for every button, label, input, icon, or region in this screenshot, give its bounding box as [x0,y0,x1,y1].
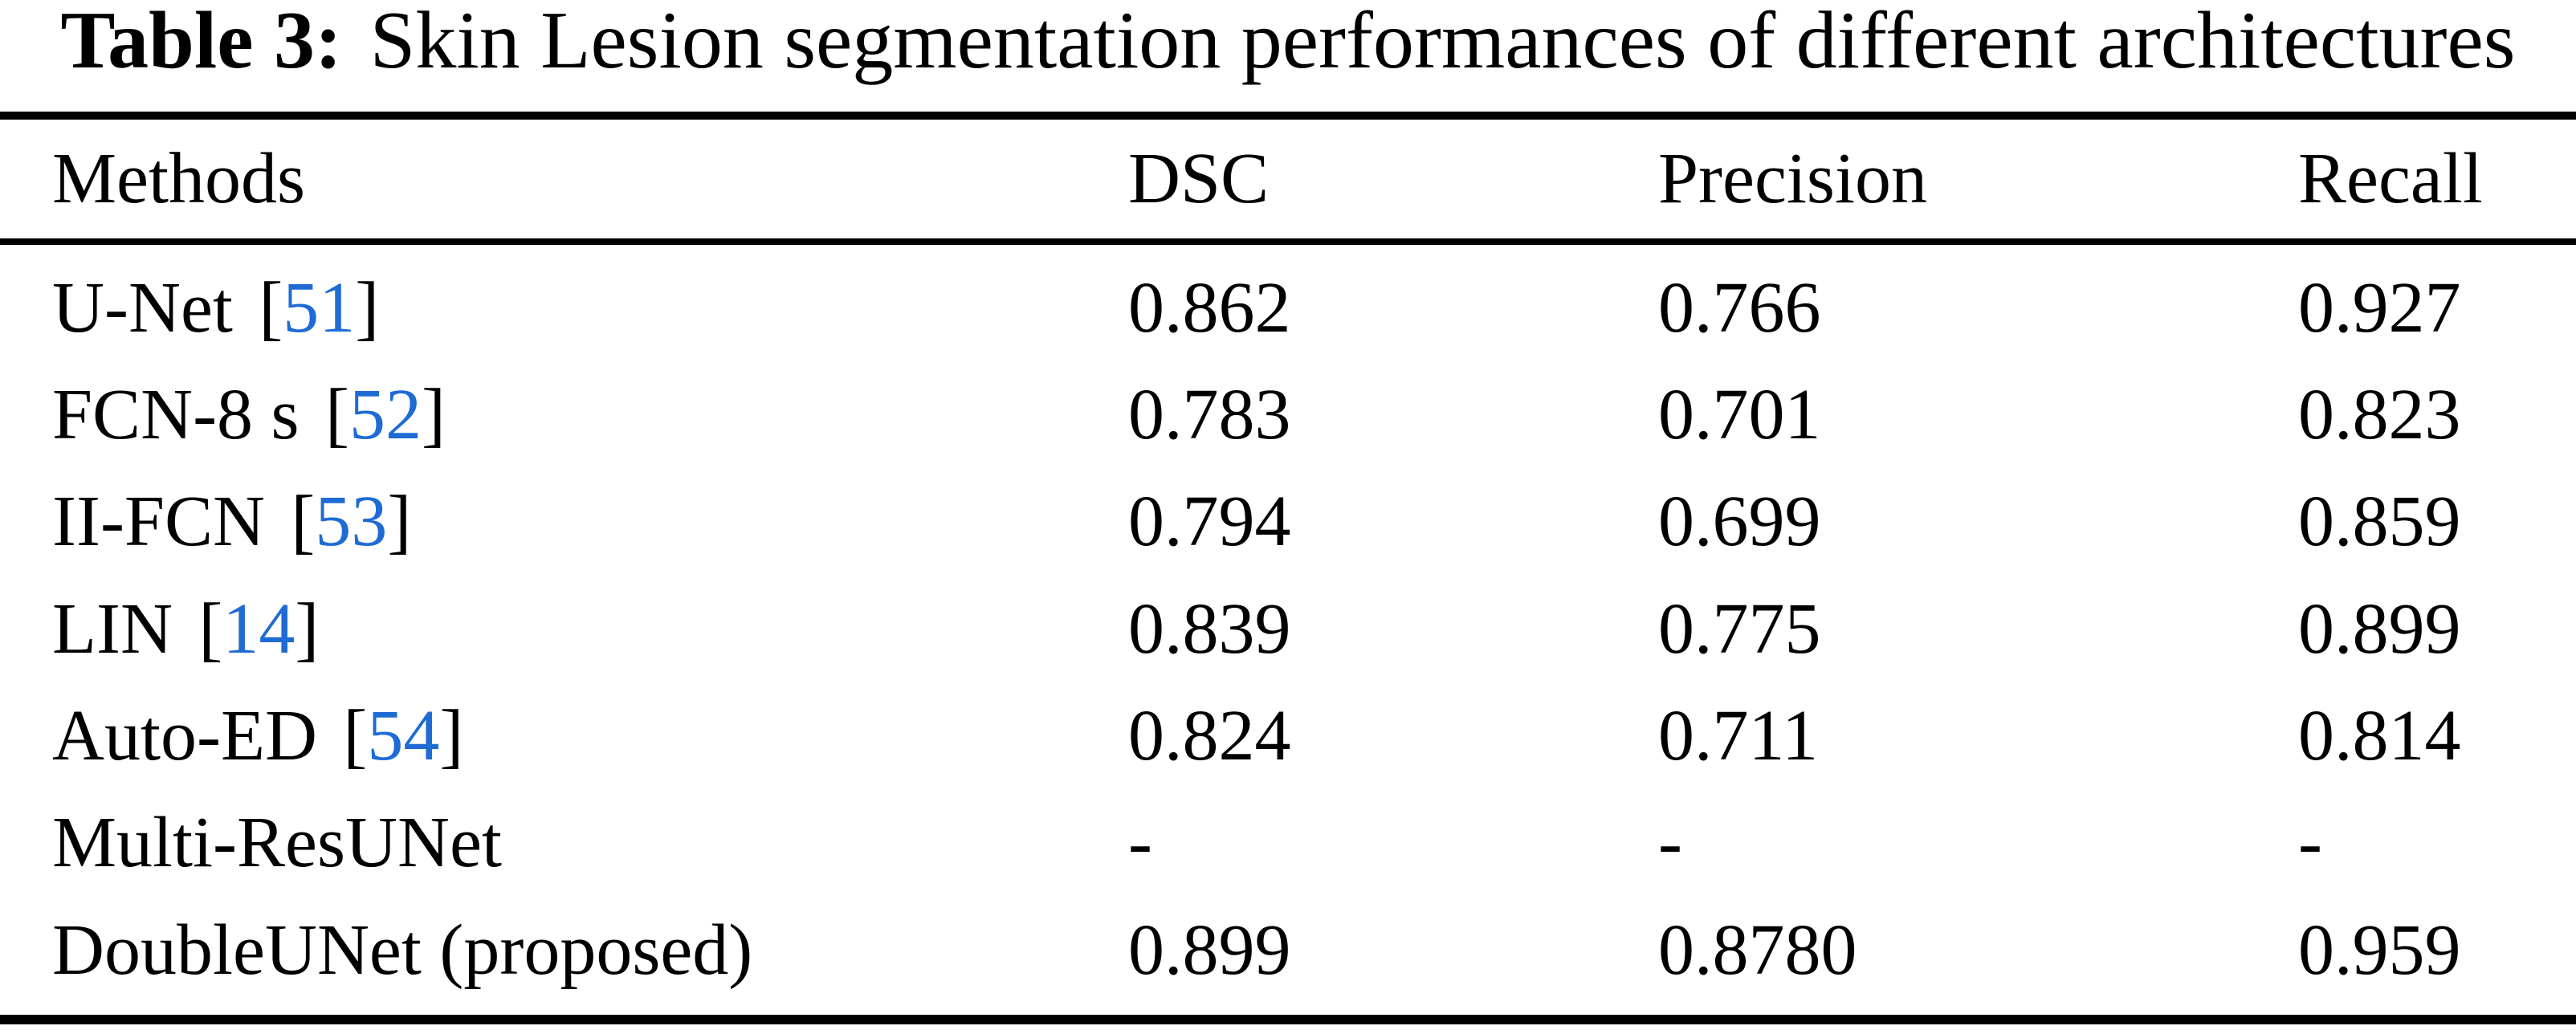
recall-value: 0.814 [2298,696,2461,776]
precision-value: 0.8780 [1658,910,1857,990]
citation-close-bracket: ] [295,589,320,669]
citation-open-bracket: [ [198,589,223,669]
recall-value: 0.959 [2298,910,2461,990]
table-caption-text: Skin Lesion segmentation performances of… [369,0,2516,86]
citation-open-bracket: [ [324,375,349,454]
table-row: U-Net [51] 0.862 0.766 0.927 [0,254,2576,361]
precision-value: 0.701 [1658,375,1821,454]
dsc-value: 0.783 [1128,375,1291,454]
citation-open-bracket: [ [259,268,283,348]
method-name: U-Net [52,268,233,348]
citation-close-bracket: ] [439,696,464,776]
dsc-value: 0.824 [1128,696,1291,776]
citation-close-bracket: ] [355,268,380,348]
citation: [51] [259,268,379,348]
recall-value: 0.899 [2298,589,2461,669]
table-bottom-rule [0,1015,2576,1024]
citation-open-bracket: [ [291,482,316,561]
dsc-value: - [1128,803,1152,882]
reference-link[interactable]: 51 [283,268,356,348]
recall-value: 0.823 [2298,375,2461,454]
table-row: Auto-ED [54] 0.824 0.711 0.814 [0,682,2576,789]
method-cell: Auto-ED [54] [52,682,463,789]
table-caption: Table 3: Skin Lesion segmentation perform… [0,0,2576,87]
recall-value: 0.859 [2298,482,2461,561]
precision-value: 0.775 [1658,589,1821,669]
column-header-recall: Recall [2298,139,2483,218]
precision-value: 0.766 [1658,268,1821,348]
column-header-precision: Precision [1658,139,1927,218]
table-header-rule [0,238,2576,245]
dsc-value: 0.862 [1128,268,1291,348]
citation: [53] [291,482,411,561]
reference-link[interactable]: 52 [348,375,422,454]
method-cell: FCN-8 s [52] [52,361,446,468]
method-cell: U-Net [51] [52,254,379,361]
dsc-value: 0.899 [1128,910,1291,990]
table-top-rule [0,112,2576,120]
method-name: II-FCN [52,482,265,561]
table-header-row: Methods DSC Precision Recall [0,125,2576,232]
table-row: Multi-ResUNet - - - [0,789,2576,896]
column-header-methods: Methods [52,139,305,218]
method-name: LIN [52,589,173,669]
table-row: DoubleUNet (proposed) 0.899 0.8780 0.959 [0,897,2576,1004]
precision-value: 0.699 [1658,482,1821,561]
method-cell: LIN [14] [52,576,319,682]
method-name: DoubleUNet (proposed) [52,910,753,990]
method-name: FCN-8 s [52,375,300,454]
citation-close-bracket: ] [387,482,412,561]
recall-value: - [2298,803,2322,882]
column-header-dsc: DSC [1128,139,1270,218]
method-cell: Multi-ResUNet [52,789,528,896]
citation-close-bracket: ] [421,375,446,454]
method-cell: DoubleUNet (proposed) [52,897,779,1004]
table-caption-label: Table 3: [60,0,342,86]
dsc-value: 0.794 [1128,482,1291,561]
citation: [14] [198,589,319,669]
citation-open-bracket: [ [343,696,368,776]
citation: [54] [343,696,463,776]
dsc-value: 0.839 [1128,589,1291,669]
recall-value: 0.927 [2298,268,2461,348]
table-row: FCN-8 s [52] 0.783 0.701 0.823 [0,361,2576,468]
precision-value: - [1658,803,1682,882]
method-name: Auto-ED [52,696,317,776]
precision-value: 0.711 [1658,696,1819,776]
reference-link[interactable]: 54 [367,696,440,776]
reference-link[interactable]: 53 [315,482,388,561]
citation: [52] [325,375,446,454]
method-cell: II-FCN [53] [52,468,411,575]
reference-link[interactable]: 14 [222,589,296,669]
table-row: II-FCN [53] 0.794 0.699 0.859 [0,468,2576,575]
table-row: LIN [14] 0.839 0.775 0.899 [0,576,2576,682]
method-name: Multi-ResUNet [52,803,502,882]
